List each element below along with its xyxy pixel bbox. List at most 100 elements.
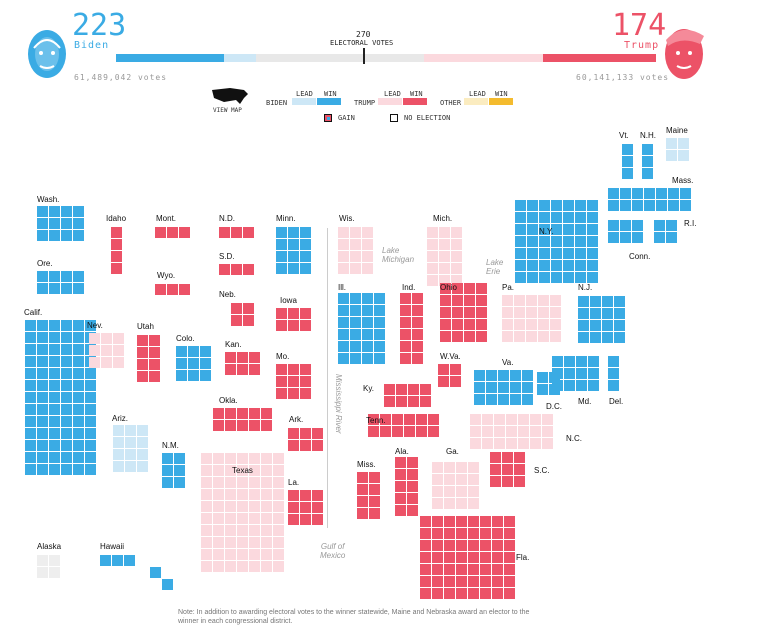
state-id[interactable] bbox=[111, 227, 123, 275]
state-ms[interactable] bbox=[357, 472, 381, 520]
state-nh[interactable] bbox=[642, 144, 654, 180]
state-cell bbox=[515, 200, 526, 211]
state-dc[interactable] bbox=[537, 372, 561, 396]
state-cell bbox=[602, 308, 613, 319]
state-ne[interactable] bbox=[231, 303, 255, 327]
state-cell bbox=[539, 260, 550, 271]
state-cell bbox=[526, 331, 537, 342]
state-me[interactable] bbox=[666, 138, 690, 162]
state-cell bbox=[551, 212, 562, 223]
state-tn[interactable] bbox=[368, 414, 440, 438]
state-nm[interactable] bbox=[162, 453, 186, 489]
state-wa[interactable] bbox=[37, 206, 85, 242]
state-wv[interactable] bbox=[438, 364, 462, 388]
state-cell bbox=[276, 227, 287, 238]
state-cell bbox=[620, 200, 631, 211]
state-sc[interactable] bbox=[490, 452, 526, 488]
state-cell bbox=[49, 392, 60, 403]
state-tx[interactable] bbox=[201, 453, 285, 573]
state-cell bbox=[89, 333, 100, 344]
state-cell bbox=[480, 564, 491, 575]
legend-biden-win-label: WIN bbox=[324, 90, 337, 98]
state-cell bbox=[666, 138, 677, 149]
state-mo[interactable] bbox=[276, 364, 312, 400]
trump-portrait bbox=[660, 18, 708, 82]
state-cell bbox=[276, 308, 287, 319]
state-il[interactable] bbox=[338, 293, 386, 365]
state-va[interactable] bbox=[474, 370, 534, 406]
state-cell bbox=[642, 156, 653, 167]
state-cell bbox=[201, 453, 212, 464]
state-ok[interactable] bbox=[213, 408, 273, 432]
state-cell bbox=[73, 452, 84, 463]
state-ak[interactable] bbox=[37, 555, 61, 579]
state-cell bbox=[438, 376, 449, 387]
state-nc[interactable] bbox=[470, 414, 554, 450]
state-cell bbox=[113, 449, 124, 460]
state-label-in: Ind. bbox=[402, 283, 416, 292]
state-mt[interactable] bbox=[155, 227, 191, 239]
state-cell bbox=[514, 331, 525, 342]
state-ut[interactable] bbox=[137, 335, 161, 383]
state-oh[interactable] bbox=[440, 283, 488, 343]
state-nd[interactable] bbox=[219, 227, 255, 239]
state-la[interactable] bbox=[288, 490, 324, 526]
state-cell bbox=[61, 206, 72, 217]
state-ia[interactable] bbox=[276, 308, 312, 332]
state-cell bbox=[111, 227, 122, 238]
state-ny[interactable] bbox=[515, 200, 599, 284]
state-ri[interactable] bbox=[654, 220, 678, 244]
state-nj[interactable] bbox=[578, 296, 626, 344]
state-pa[interactable] bbox=[502, 295, 562, 343]
state-nv[interactable] bbox=[89, 333, 125, 369]
state-cell bbox=[464, 319, 475, 330]
state-cell bbox=[338, 317, 349, 328]
state-wi[interactable] bbox=[338, 227, 374, 275]
state-cell bbox=[201, 537, 212, 548]
state-cell bbox=[73, 464, 84, 475]
state-mn[interactable] bbox=[276, 227, 312, 275]
state-ma[interactable] bbox=[608, 188, 692, 212]
state-cell bbox=[149, 359, 160, 370]
state-wy[interactable] bbox=[155, 284, 191, 296]
state-cell bbox=[85, 440, 96, 451]
view-map-button[interactable]: VIEW MAP bbox=[210, 86, 254, 116]
state-cell bbox=[362, 341, 373, 352]
state-sd[interactable] bbox=[219, 264, 255, 276]
state-fl[interactable] bbox=[420, 516, 516, 600]
state-cell bbox=[61, 440, 72, 451]
state-cell bbox=[312, 514, 323, 525]
state-ca[interactable] bbox=[25, 320, 97, 476]
state-cell bbox=[374, 305, 385, 316]
state-vt[interactable] bbox=[622, 144, 634, 180]
state-label-ks: Kan. bbox=[225, 340, 242, 349]
state-hi[interactable] bbox=[100, 555, 136, 567]
state-label-ga: Ga. bbox=[446, 447, 459, 456]
state-cell bbox=[49, 368, 60, 379]
state-cell bbox=[201, 489, 212, 500]
state-al[interactable] bbox=[395, 457, 419, 517]
state-or[interactable] bbox=[37, 271, 85, 295]
state-in[interactable] bbox=[400, 293, 424, 365]
state-ct[interactable] bbox=[608, 220, 644, 244]
biden-portrait-icon bbox=[28, 30, 66, 78]
state-cell bbox=[456, 552, 467, 563]
state-de[interactable] bbox=[608, 356, 620, 392]
state-ky[interactable] bbox=[384, 384, 432, 408]
state-cell bbox=[602, 296, 613, 307]
state-co[interactable] bbox=[176, 346, 212, 382]
state-cell bbox=[249, 465, 260, 476]
trump-popular-votes: 60,141,133 votes bbox=[576, 73, 670, 82]
state-cell bbox=[261, 477, 272, 488]
state-cell bbox=[37, 344, 48, 355]
state-mi[interactable] bbox=[427, 227, 463, 287]
state-cell bbox=[276, 320, 287, 331]
state-cell bbox=[49, 356, 60, 367]
state-ar[interactable] bbox=[288, 428, 324, 452]
state-cell bbox=[578, 308, 589, 319]
state-cell bbox=[515, 272, 526, 283]
state-ga[interactable] bbox=[432, 462, 480, 510]
state-az[interactable] bbox=[113, 425, 149, 473]
state-cell bbox=[300, 227, 311, 238]
state-ks[interactable] bbox=[225, 352, 261, 376]
